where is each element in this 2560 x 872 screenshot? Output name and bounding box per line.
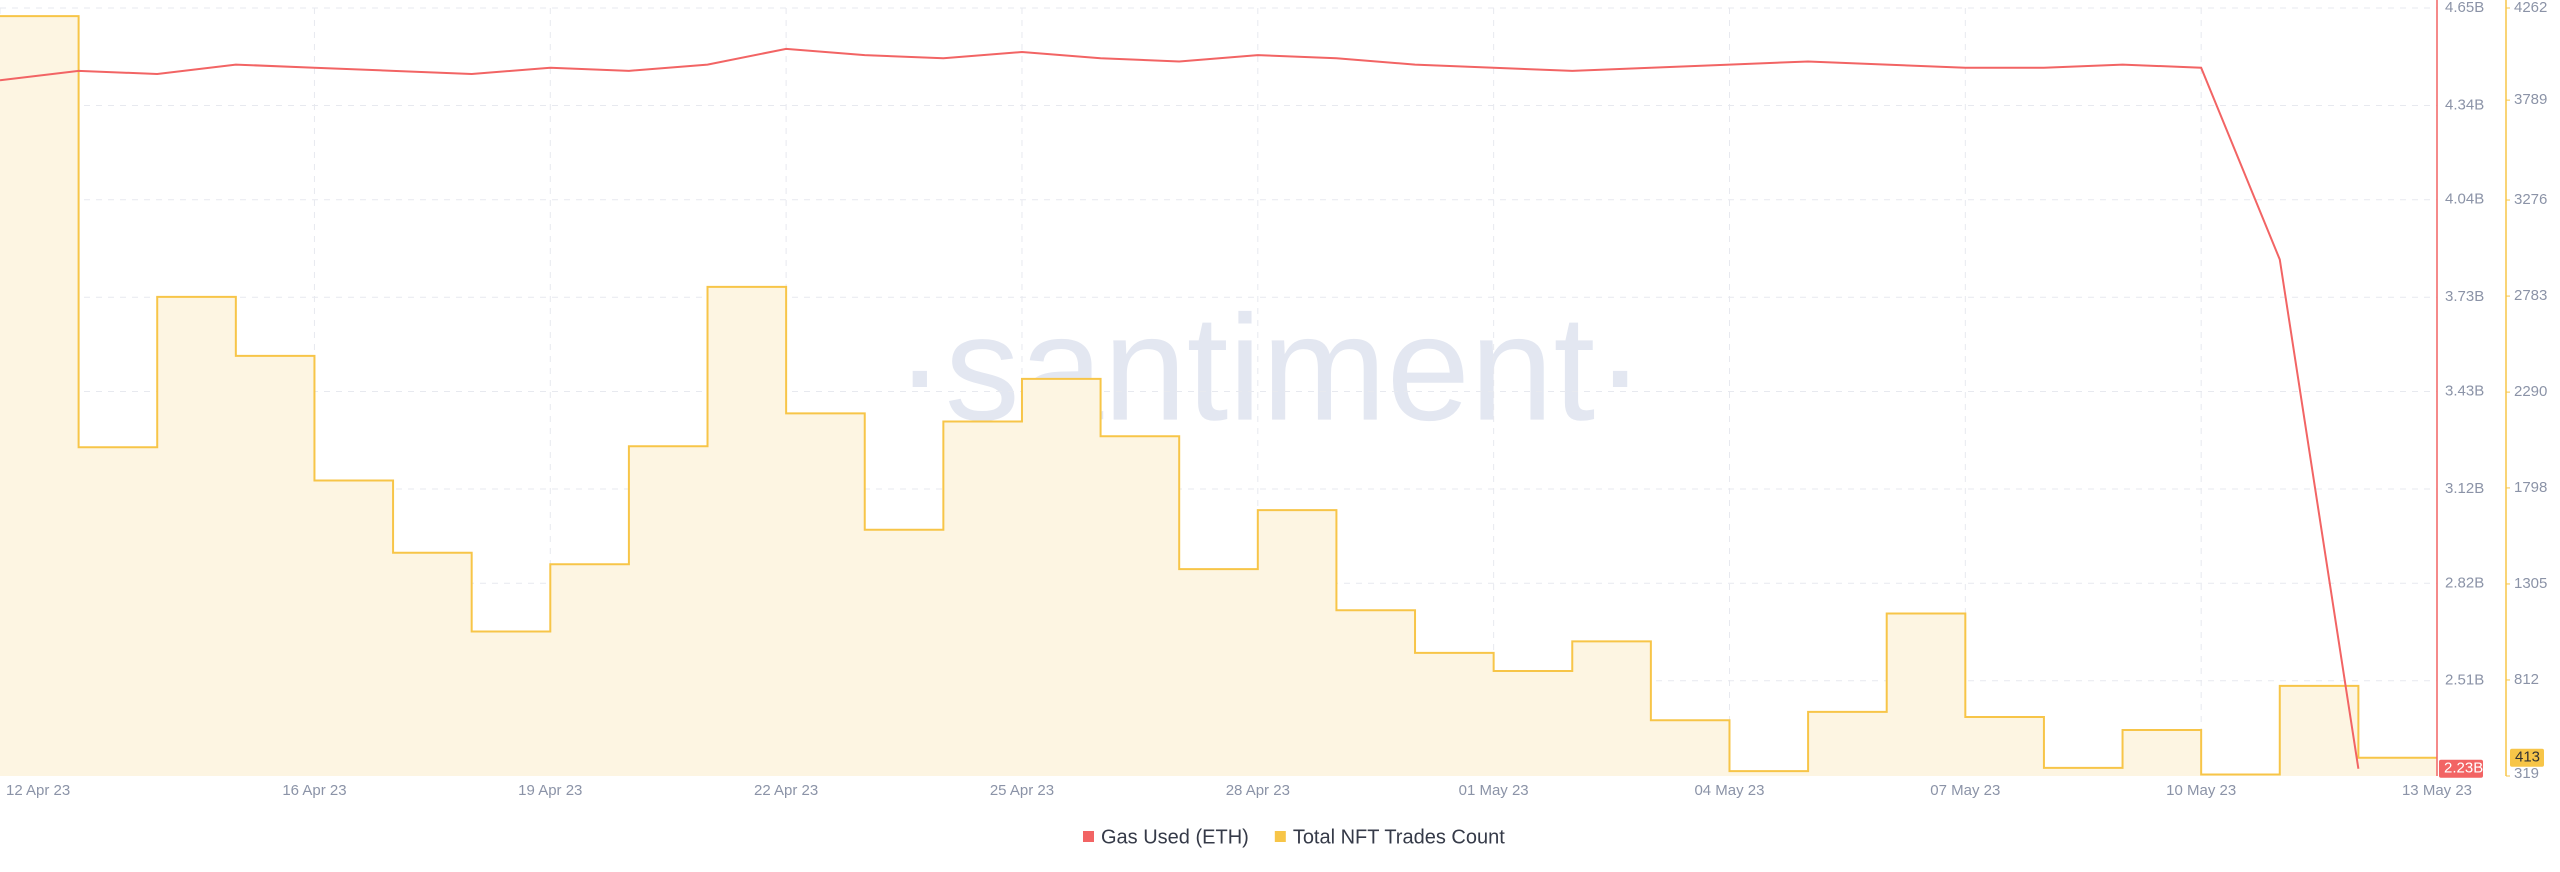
area	[0, 16, 2437, 777]
x-tick-label: 19 Apr 23	[518, 782, 582, 799]
y-tick-label: 4.34B	[2445, 96, 2484, 113]
x-tick-label: 22 Apr 23	[754, 782, 818, 799]
y2-tick-label: 3276	[2514, 191, 2547, 208]
x-tick-label: 12 Apr 23	[6, 782, 70, 799]
x-tick-label: 04 May 23	[1694, 782, 1764, 799]
y2-tick-label: 1305	[2514, 575, 2547, 592]
y-tick-label: 3.43B	[2445, 382, 2484, 399]
y2-tick-label: 812	[2514, 671, 2539, 688]
end-badge	[2510, 748, 2544, 767]
y2-tick-label: 3789	[2514, 91, 2547, 108]
x-tick-label: 07 May 23	[1930, 782, 2000, 799]
y2-tick-label: 4262	[2514, 0, 2547, 16]
y-tick-label: 3.12B	[2445, 480, 2484, 497]
series-line	[0, 15, 2437, 776]
x-tick-label: 28 Apr 23	[1226, 782, 1290, 799]
legend-label: Total NFT Trades Count	[1293, 826, 1505, 848]
x-tick-label: 01 May 23	[1459, 782, 1529, 799]
y-tick-label: 3.73B	[2445, 288, 2484, 305]
legend-swatch	[1083, 831, 1094, 842]
y2-tick-label: 2290	[2514, 383, 2547, 400]
end-badge	[2439, 759, 2483, 778]
y-tick-label: 2.51B	[2445, 672, 2484, 689]
series-line	[0, 47, 2360, 769]
x-tick-label: 16 Apr 23	[282, 782, 346, 799]
y-tick-label: 4.65B	[2445, 0, 2484, 16]
legend-swatch	[1274, 831, 1286, 842]
y-tick-label: 2.82B	[2445, 574, 2484, 591]
y2-tick-label: 2783	[2514, 287, 2547, 304]
end-label: 413	[2515, 749, 2540, 766]
x-tick-label: 25 Apr 23	[990, 782, 1054, 799]
legend-label: Gas Used (ETH)	[1101, 826, 1249, 848]
end-label: 2.23B	[2444, 760, 2483, 777]
x-tick-label: 13 May 23	[2402, 782, 2472, 799]
y2-tick-label: 1798	[2514, 479, 2547, 496]
x-tick-label: 10 May 23	[2166, 782, 2236, 799]
y2-tick-label: 319	[2514, 765, 2539, 782]
y-tick-label: 4.04B	[2445, 191, 2484, 208]
